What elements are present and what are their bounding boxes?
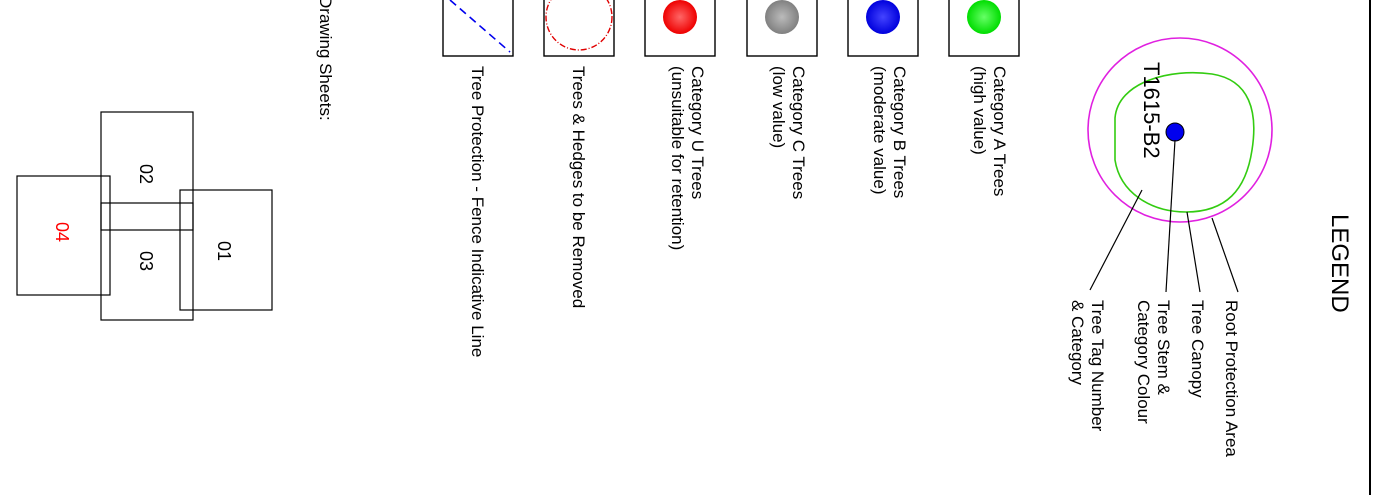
category-a-swatch bbox=[948, 0, 1020, 57]
root-leader-line bbox=[1211, 217, 1239, 293]
sheet-label-01: 01 bbox=[214, 241, 234, 261]
category-c-label-2: (low value) bbox=[769, 66, 788, 148]
tree-canopy-outline bbox=[1114, 71, 1255, 213]
tree-canopy-label: Tree Canopy bbox=[1188, 300, 1207, 398]
root-protection-circle bbox=[1087, 37, 1273, 223]
sheet-label-03: 03 bbox=[136, 251, 156, 271]
sheet-03-strip bbox=[100, 202, 194, 231]
tree-tag-label-2: & Category bbox=[1068, 300, 1087, 386]
tag-leader-line bbox=[1089, 189, 1143, 291]
category-b-label-1: Category B Trees bbox=[890, 66, 909, 198]
drawing-sheets-heading: Drawing Sheets: bbox=[316, 0, 335, 121]
root-protection-label: Root Protection Area bbox=[1222, 300, 1241, 457]
fence-swatch bbox=[442, 0, 514, 57]
example-tree-tag: T1615-B2 bbox=[1139, 62, 1164, 159]
category-b-swatch bbox=[847, 0, 919, 57]
category-a-label-1: Category A Trees bbox=[990, 66, 1009, 196]
sheet-04-frame bbox=[16, 175, 111, 296]
legend-title: LEGEND bbox=[1326, 214, 1353, 313]
example-tree-diagram: T1615-B2 bbox=[1087, 37, 1273, 293]
sheet-label-04: 04 bbox=[52, 222, 72, 242]
stem-leader-line bbox=[1165, 139, 1176, 293]
sheet-label-02: 02 bbox=[136, 164, 156, 184]
category-c-swatch bbox=[746, 0, 818, 57]
sheet-key-map bbox=[16, 111, 273, 321]
removed-swatch bbox=[543, 0, 615, 57]
removed-label: Trees & Hedges to be Removed bbox=[569, 66, 588, 308]
category-a-dot bbox=[967, 0, 1001, 34]
fence-dashed-line bbox=[449, 0, 511, 53]
category-u-dot bbox=[663, 0, 697, 34]
removed-circle bbox=[545, 0, 613, 51]
tree-stem-label-1: Tree Stem & bbox=[1154, 300, 1173, 395]
category-b-label-2: (moderate value) bbox=[870, 66, 889, 195]
category-u-label-1: Category U Trees bbox=[688, 66, 707, 199]
sheet-02-frame bbox=[100, 111, 194, 321]
category-u-label-2: (unsuitable for retention) bbox=[668, 66, 687, 250]
tree-tag-label-1: Tree Tag Number bbox=[1088, 300, 1107, 432]
tree-stem-label-2: Category Colour bbox=[1134, 300, 1153, 424]
tree-stem-dot bbox=[1165, 122, 1185, 142]
category-u-swatch bbox=[644, 0, 716, 57]
canopy-leader-line bbox=[1186, 211, 1201, 293]
category-c-label-1: Category C Trees bbox=[789, 66, 808, 199]
category-b-dot bbox=[866, 0, 900, 34]
fence-label: Tree Protection - Fence Indicative Line bbox=[468, 66, 487, 357]
sheet-01-frame bbox=[179, 189, 273, 311]
category-a-label-2: (high value) bbox=[970, 66, 989, 155]
category-c-dot bbox=[765, 0, 799, 34]
